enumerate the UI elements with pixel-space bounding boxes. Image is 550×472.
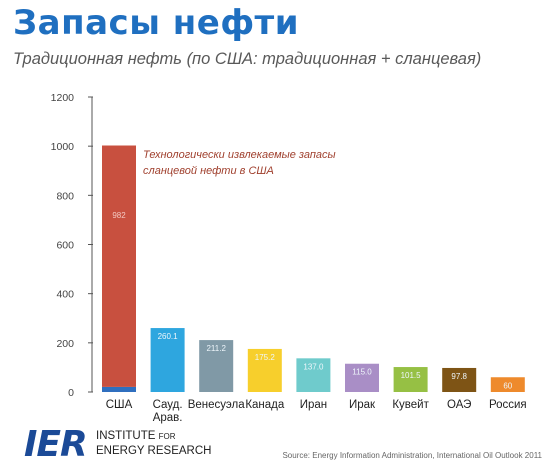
x-category-label: ОАЭ [447,399,471,411]
source-note: Source: Energy Information Administratio… [282,451,542,460]
page-title: Запасы нефти [13,3,300,43]
bar-data-label: 101.5 [401,371,422,380]
bar-segment [296,358,331,392]
x-category-label: Иран [300,399,327,411]
bar-segment [247,348,282,392]
x-category-label: Ирак [349,399,376,411]
shale-annotation: Технологически извлекаемые запасы сланце… [143,147,336,179]
logo-line1-main: INSTITUTE [96,430,159,442]
y-tick-label: 600 [56,240,74,252]
y-tick-label: 400 [56,289,74,301]
logo-line2: ENERGY RESEARCH [96,445,212,457]
y-tick-label: 1200 [51,92,75,104]
bar-segment [102,386,136,392]
x-category-label: США [106,399,133,411]
y-tick-label: 0 [68,387,74,399]
bar-data-label: 982 [112,211,126,220]
bar-segment [102,145,136,387]
chart-subtitle: Традиционная нефть (по США: традиционная… [13,50,482,68]
bar-segment [345,363,379,392]
y-tick-label: 200 [56,338,74,350]
ier-logo-mark: IER [24,424,88,465]
bar-data-label: 137.0 [303,362,324,371]
y-tick-label: 1000 [51,141,75,153]
bar-data-label: 97.8 [451,372,467,381]
bar-data-label: 211.2 [206,344,226,353]
bar-segment [199,340,234,392]
shale-annotation-line2: сланцевой нефти в США [143,165,274,177]
x-category-label: Сауд. Арав. [153,399,183,424]
bar-segment [490,377,525,392]
logo-line1-small: FOR [158,432,176,441]
bar-data-label: 260.1 [158,332,179,341]
x-category-label: Россия [489,399,527,411]
bar-data-label: 115.0 [352,368,372,377]
bar-data-label: 175.2 [255,353,276,362]
bar-segment [442,367,477,392]
y-tick-label: 800 [56,190,74,202]
shale-annotation-line1: Технологически извлекаемые запасы [143,149,336,161]
bar-segment [150,328,185,392]
ier-logo-text: INSTITUTE FOR ENERGY RESEARCH [96,429,211,458]
x-category-label: Кувейт [392,399,429,411]
x-category-label: Канада [245,399,285,411]
bar-data-label: 60 [503,381,512,390]
x-category-label: Венесуэла [188,399,246,411]
bar-segment [393,367,428,392]
